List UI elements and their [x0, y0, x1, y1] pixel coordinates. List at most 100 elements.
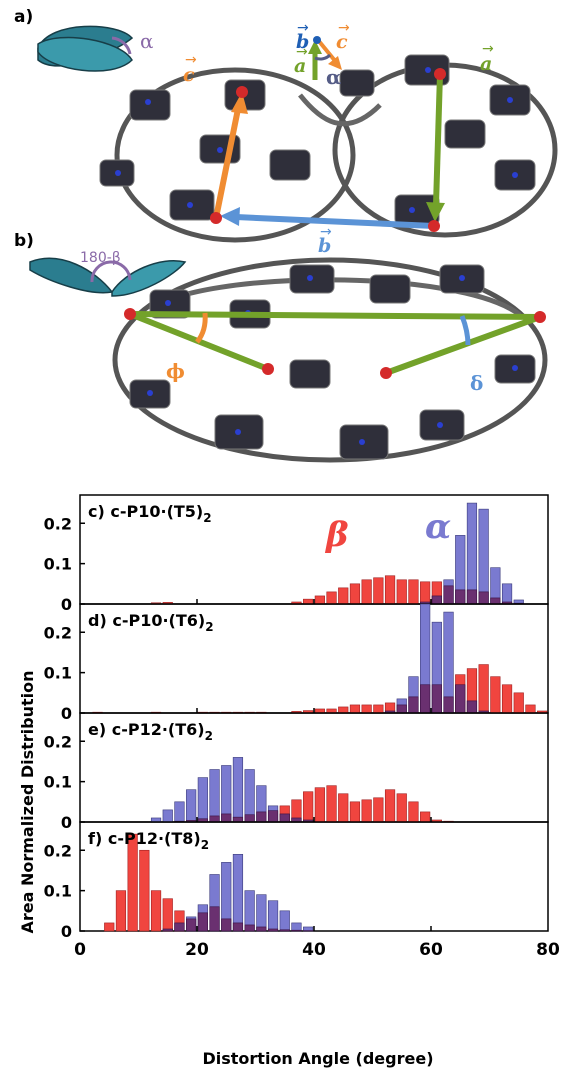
- alpha-bar: [267, 900, 279, 932]
- panel-title: c) c-P10·(T5)2: [88, 502, 212, 525]
- beta-bar: [361, 704, 372, 714]
- beta-bar: [326, 785, 337, 823]
- phi-angle-arc: ϕ: [166, 312, 208, 383]
- panel-title-subscript: 2: [205, 620, 213, 634]
- alpha-bar: [478, 508, 489, 605]
- beta-bar: [408, 801, 419, 823]
- y-tick-label: 0: [61, 813, 72, 832]
- panel-title-text: c) c-P10·(T5): [88, 502, 203, 521]
- beta-bar: [384, 789, 396, 823]
- beta-bar: [373, 797, 384, 823]
- x-tick-label: 20: [185, 940, 209, 960]
- beta-bar: [338, 793, 349, 823]
- overlap-bar: [232, 922, 244, 932]
- y-tick-label: 0.2: [44, 841, 72, 860]
- overlap-bar: [279, 929, 290, 932]
- histogram-panel-e: 0 0.1 0.2 e) c-P12·(T6)2: [44, 712, 549, 832]
- y-tick-label: 0.1: [44, 555, 72, 574]
- distortion-angle-histograms: 00.10.2c) c-P10·(T5)200.10.2d) c-P10·(T6…: [44, 494, 560, 960]
- panel-title: f) c-P12·(T8)2: [88, 829, 209, 852]
- legend-alpha: α: [425, 507, 451, 547]
- svg-text:→: →: [185, 52, 197, 68]
- triad-a-label: a: [294, 55, 306, 77]
- beta-bar: [303, 791, 314, 823]
- delta-label: δ: [470, 371, 483, 395]
- svg-text:→: →: [338, 20, 350, 36]
- x-axis-title: Distortion Angle (degree): [202, 1049, 433, 1068]
- beta-bar: [314, 787, 325, 823]
- overlap-bar: [466, 589, 478, 605]
- x-tick-label: 60: [419, 940, 443, 960]
- overlap-bar: [221, 918, 232, 932]
- beta-bar: [127, 833, 138, 932]
- alpha-bar: [244, 769, 255, 823]
- svg-text:→: →: [482, 41, 494, 57]
- overlap-bar: [244, 814, 255, 823]
- overlap-bar: [221, 813, 232, 823]
- overlap-bar: [455, 684, 466, 714]
- beta-bar: [373, 704, 384, 714]
- overlap-bar: [256, 926, 267, 932]
- triad-alpha-label: α: [326, 65, 341, 89]
- beta-bar: [361, 799, 372, 823]
- overlap-bar: [209, 906, 220, 932]
- svg-text:b: b: [318, 235, 331, 257]
- overlap-bar: [209, 815, 220, 823]
- beta-bar: [115, 890, 127, 932]
- beta-bar: [150, 890, 162, 932]
- histogram-panel-d: 0 0.1 0.2 d) c-P10·(T6)2: [44, 603, 549, 723]
- phi-label: ϕ: [166, 359, 185, 383]
- overlap-bar: [408, 696, 419, 714]
- overlap-bar: [420, 684, 431, 714]
- panel-title-text: e) c-P12·(T6): [88, 720, 205, 739]
- panel-title-text: d) c-P10·(T6): [88, 611, 205, 630]
- overlap-bar: [267, 810, 279, 823]
- alpha-bar: [466, 502, 478, 605]
- panel-title-subscript: 2: [201, 838, 209, 852]
- svg-text:c: c: [183, 64, 195, 86]
- y-tick-label: 0.2: [44, 623, 72, 642]
- beta-bar: [513, 692, 524, 714]
- y-tick-label: 0.2: [44, 514, 72, 533]
- panel-title: e) c-P12·(T6)2: [88, 720, 213, 743]
- alpha-bar: [221, 765, 232, 823]
- svg-text:a: a: [480, 53, 492, 75]
- overlap-bar: [455, 589, 466, 605]
- overlap-bar: [396, 704, 407, 714]
- beta-bar: [396, 579, 407, 605]
- legend-beta: β: [324, 515, 349, 555]
- overlap-bar: [186, 918, 197, 932]
- alpha-bar: [256, 894, 267, 932]
- beta-bar: [478, 664, 489, 714]
- y-axis-title: Area Normalized Distribution: [18, 670, 37, 933]
- y-tick-label: 0.2: [44, 732, 72, 751]
- beta-bar: [396, 793, 407, 823]
- beta-bar: [373, 577, 384, 605]
- beta-bar: [338, 706, 349, 714]
- overlap-bar: [443, 585, 454, 605]
- alpha-bar: [209, 769, 220, 823]
- vector-b-label-bottom: b →: [318, 224, 332, 257]
- molecule-panel-b: b) 180-β: [14, 231, 548, 463]
- y-tick-label: 0: [61, 704, 72, 723]
- y-tick-label: 0.1: [44, 664, 72, 683]
- vector-endpoints-a: [210, 68, 446, 232]
- beta-bar: [349, 801, 361, 823]
- bent-ring-icon: 180-β: [29, 250, 187, 297]
- panel-title-subscript: 2: [203, 511, 211, 525]
- geometry-lines: [127, 311, 543, 376]
- beta-bar: [361, 579, 372, 605]
- beta-bar: [349, 704, 361, 714]
- panel-title: d) c-P10·(T6)2: [88, 611, 214, 634]
- vector-triad-legend: b → c → a → α: [294, 20, 350, 89]
- overlap-bar: [291, 929, 302, 932]
- beta-bar: [420, 811, 431, 823]
- beta-bar: [338, 587, 349, 605]
- histogram-panel-f: 0 0.1 0.2 f) c-P12·(T8)2: [44, 821, 549, 941]
- x-tick-label: 0: [74, 940, 86, 960]
- panel-title-text: f) c-P12·(T8): [88, 829, 201, 848]
- overlap-bar: [197, 912, 208, 932]
- alpha-angle-label: α: [140, 29, 154, 53]
- alpha-bar: [279, 910, 290, 932]
